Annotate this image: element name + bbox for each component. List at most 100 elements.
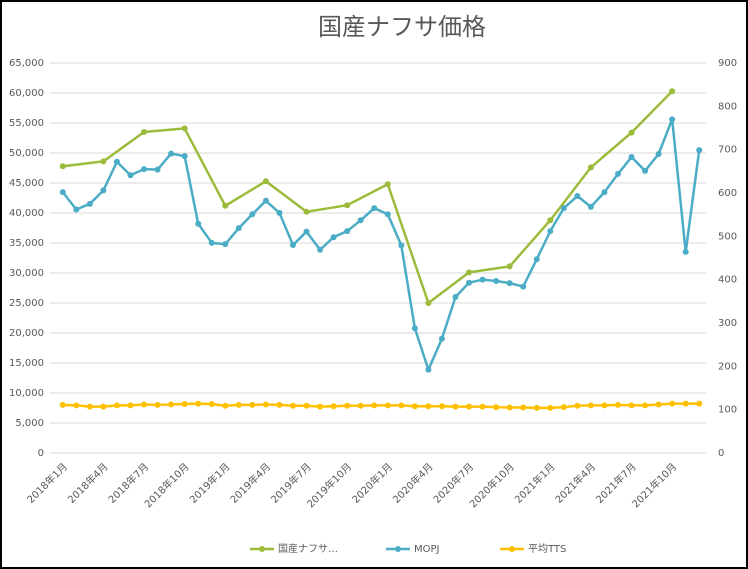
legend-label: MOPJ [414,544,439,555]
y-tick-label: 30,000 [9,268,44,279]
data-point [262,197,269,204]
data-point [235,401,242,408]
data-point [127,402,134,409]
data-point [655,151,662,157]
data-point [438,335,445,342]
data-point [59,163,66,170]
data-point [601,189,608,196]
data-point [181,401,188,408]
legend-marker [395,546,401,552]
data-point [587,203,594,210]
data-point [262,178,269,185]
data-point [249,211,256,218]
data-point [262,401,269,408]
data-point [303,208,310,215]
data-point [208,239,215,246]
data-point [100,158,107,165]
data-point [506,404,513,411]
data-point [520,404,527,411]
data-point [669,400,676,407]
y-tick-label: 10,000 [9,388,44,399]
data-point [344,202,351,209]
data-point [560,404,567,411]
data-point [154,166,161,173]
data-point [303,402,310,409]
y-tick-label: 20,000 [9,328,44,339]
y-tick-label: 5,000 [15,418,44,429]
data-point [682,248,689,255]
y-tick-label: 45,000 [9,178,44,189]
data-point [506,280,513,287]
data-point [574,402,581,409]
data-point [235,225,242,232]
data-point [344,402,351,409]
data-point [642,402,649,409]
data-point [317,403,324,410]
data-point [86,403,93,410]
legend-label: 国産ナフサ… [278,542,338,555]
data-point [113,158,120,165]
data-point [222,241,229,248]
data-point [330,234,337,241]
data-point [574,193,581,200]
data-point [371,402,378,409]
y-tick-label: 35,000 [9,238,44,249]
data-point [357,217,364,224]
y2-tick-label: 300 [718,318,737,329]
data-point [371,205,378,212]
data-point [547,404,554,411]
data-point [73,402,80,409]
data-point [127,172,134,179]
data-point [86,200,93,207]
data-point [249,401,256,408]
data-point [547,228,554,235]
data-point [452,294,459,300]
y2-tick-label: 200 [718,361,737,372]
data-point [141,129,148,135]
data-point [493,404,500,411]
data-point [168,150,175,157]
data-point [168,401,175,408]
data-point [587,164,594,171]
series-line [61,118,701,372]
legend-marker [259,546,265,552]
data-point [425,300,432,306]
data-point [466,403,473,410]
data-point [154,401,161,408]
y2-tick-label: 0 [718,448,724,459]
data-point [614,170,621,177]
data-point [289,402,296,409]
data-point [195,400,202,407]
data-point [601,402,608,409]
y-tick-label: 50,000 [9,148,44,159]
data-point [289,242,296,248]
data-point [411,325,418,332]
data-point [276,209,283,216]
data-point [655,401,662,408]
data-point [533,404,540,411]
data-point [560,205,567,212]
y-tick-label: 65,000 [9,58,44,69]
data-point [642,167,649,174]
y2-tick-label: 700 [718,145,737,156]
legend-marker [509,546,515,552]
data-point [466,269,473,276]
data-point [411,403,418,410]
data-point [547,217,554,224]
data-point [222,402,229,409]
data-point [59,401,66,408]
data-point [628,129,635,136]
data-point [141,166,148,173]
data-point [276,401,283,408]
data-point [344,228,351,235]
data-point [438,403,445,410]
legend-label: 平均TTS [528,543,566,555]
data-point [330,403,337,410]
y-tick-label: 40,000 [9,208,44,219]
y-tick-label: 60,000 [9,88,44,99]
y2-tick-label: 400 [718,275,737,286]
data-point [506,263,513,270]
y2-tick-label: 500 [718,231,737,242]
